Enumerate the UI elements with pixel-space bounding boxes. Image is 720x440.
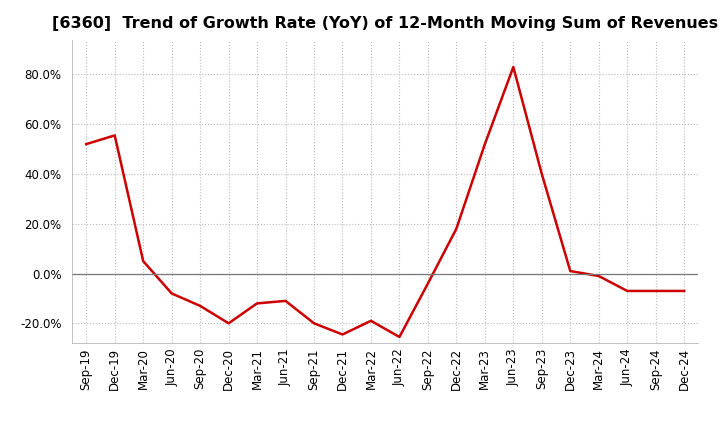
Title: [6360]  Trend of Growth Rate (YoY) of 12-Month Moving Sum of Revenues: [6360] Trend of Growth Rate (YoY) of 12-… [52, 16, 719, 32]
